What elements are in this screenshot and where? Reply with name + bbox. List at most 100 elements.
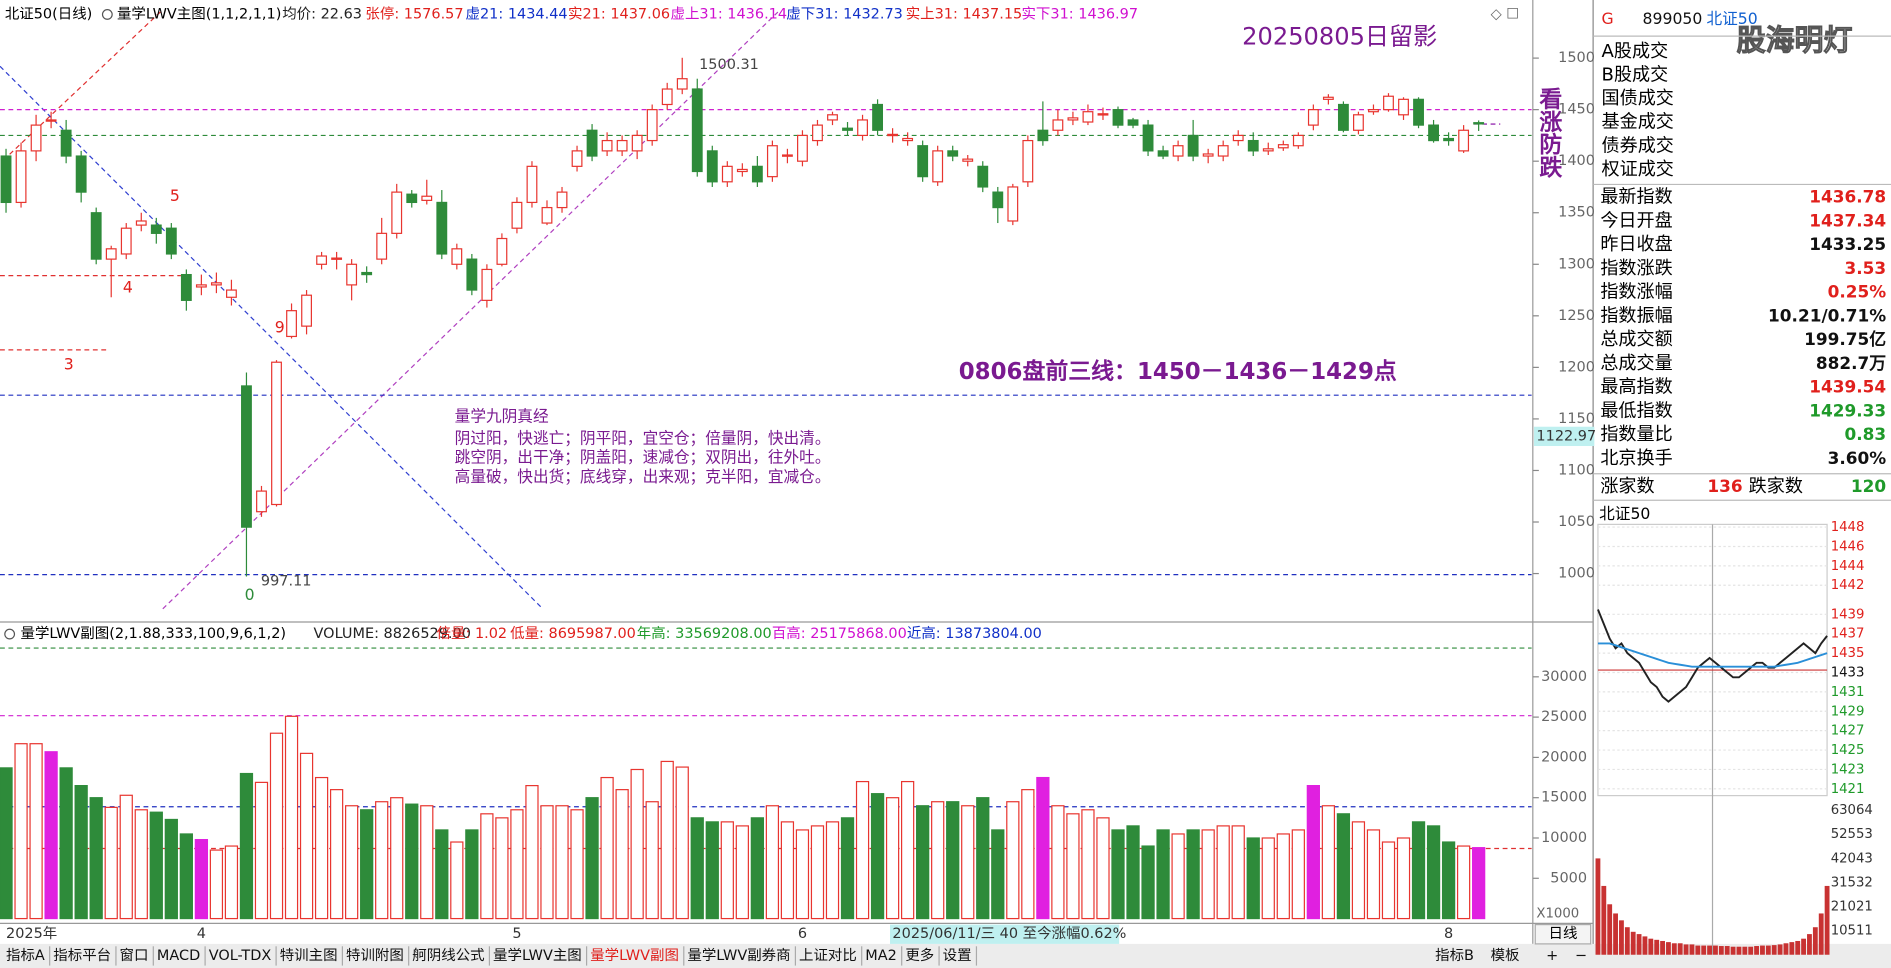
tab[interactable]: 指标平台 — [53, 947, 111, 964]
y-tick-label: 1437 — [1831, 627, 1865, 642]
tab[interactable]: VOL-TDX — [209, 948, 272, 964]
tab[interactable]: MACD — [157, 948, 200, 964]
quote-label: 今日开盘 — [1600, 210, 1672, 231]
intraday-volume-bar — [1718, 946, 1724, 955]
tab[interactable]: 特训附图 — [346, 947, 404, 964]
tab[interactable]: 特训主图 — [280, 947, 338, 964]
tab[interactable]: 量学LWV副图 — [590, 947, 679, 964]
tab[interactable]: + — [1546, 948, 1558, 964]
candle-body — [962, 158, 974, 162]
quote-value: 0.25% — [1828, 282, 1887, 302]
candle-body — [1337, 103, 1349, 131]
intraday-line — [1597, 642, 1828, 668]
volume-bar — [1051, 805, 1065, 920]
header-item: 实21: 1437.06 — [568, 5, 670, 22]
candle-body — [1067, 117, 1079, 121]
tab[interactable]: 量学LWV主图 — [493, 947, 582, 964]
y-tick-label: 15000 — [1541, 790, 1587, 806]
candle-body — [977, 165, 989, 188]
candle-body — [842, 127, 853, 131]
intraday-volume-bar — [1671, 943, 1677, 955]
volume-bar — [329, 789, 344, 920]
quote-value: 10.21/0.71% — [1768, 305, 1886, 325]
tab[interactable]: 指标A — [6, 947, 45, 964]
candle-body — [992, 191, 1004, 209]
volume-bar — [1126, 825, 1140, 920]
high-label: 1500.31 — [699, 57, 759, 73]
candle-body — [1307, 109, 1319, 126]
quote-label: 昨日收盘 — [1600, 234, 1672, 255]
volume-bar — [0, 767, 13, 920]
y-tick-label: 1400 — [1558, 153, 1595, 169]
volume-bar — [885, 797, 900, 920]
volume-bar — [1351, 821, 1366, 920]
volume-bar — [209, 849, 224, 920]
candle-body — [1322, 96, 1334, 100]
header-item: 张停: 1576.57 — [365, 5, 463, 22]
intraday-volume-bar — [1630, 931, 1636, 955]
volume-bar — [405, 803, 419, 920]
y-tick-label: 42043 — [1831, 851, 1873, 866]
indicator-icon[interactable] — [101, 9, 113, 20]
tab[interactable]: 更多 — [905, 947, 934, 964]
candle-body — [466, 258, 478, 291]
candle-body — [436, 201, 448, 255]
tab[interactable]: 量学LWV副券商 — [687, 947, 790, 964]
candle-body — [1428, 124, 1439, 142]
tab[interactable]: 上证对比 — [799, 947, 857, 964]
volume-bar — [1156, 829, 1170, 920]
verse-line: 阴过阳，快逃亡；阴平阳，宜空仓；倍量阴，快出清。 — [455, 428, 831, 447]
indicator-icon[interactable] — [4, 628, 16, 640]
tab[interactable]: 指标B — [1435, 947, 1474, 964]
x-tick-label: 6 — [798, 926, 807, 942]
volume-bar — [600, 776, 614, 920]
volume-bar — [1472, 847, 1486, 920]
volume-bar — [630, 768, 644, 920]
quote-value: 1436.78 — [1809, 187, 1886, 207]
candle-body — [286, 310, 297, 338]
volume-bar — [1231, 825, 1245, 920]
tab[interactable]: 窗口 — [120, 946, 149, 964]
volume-bar — [74, 785, 88, 920]
window-control[interactable]: ◇ ☐ — [1491, 6, 1520, 22]
volume-bar — [89, 797, 103, 920]
volume-bar — [510, 809, 524, 920]
candle-body — [226, 289, 237, 298]
candle-body — [541, 206, 553, 224]
candle-body — [1202, 153, 1214, 157]
volume-bar — [1381, 841, 1396, 920]
tab[interactable]: 设置 — [943, 947, 972, 964]
volume-bar — [119, 794, 133, 920]
candle-body — [1232, 134, 1244, 142]
candle-body — [271, 361, 282, 506]
tab[interactable]: 舸阴线公式 — [412, 946, 484, 964]
flag: G — [1602, 9, 1614, 28]
volume-bar — [795, 829, 810, 920]
header-item: 均价: 22.63 — [282, 5, 362, 22]
x-tick-label: 4 — [197, 926, 206, 942]
volume-bar — [1021, 789, 1035, 920]
period-box — [1534, 923, 1592, 945]
candle-body — [872, 103, 884, 131]
volume-bar — [1141, 845, 1155, 920]
intraday-volume-bar — [1760, 945, 1765, 955]
volume-bar — [29, 743, 43, 920]
candle-body — [1443, 137, 1455, 142]
candle-body — [481, 268, 493, 301]
y-tick-label: 1435 — [1831, 646, 1865, 661]
intraday-line — [1597, 609, 1828, 703]
candle-body — [105, 248, 117, 260]
intraday-volume-bar — [1742, 946, 1748, 955]
tab[interactable]: 模板 — [1491, 946, 1520, 964]
intraday-volume-bar — [1795, 940, 1801, 955]
tab[interactable]: − — [1575, 948, 1587, 964]
candle-body — [887, 133, 899, 137]
volume-bar — [149, 811, 163, 920]
breadth-value: 120 — [1851, 476, 1886, 496]
marker-label: 0 — [245, 585, 255, 604]
candle-body — [0, 155, 12, 204]
volume-bar — [555, 805, 569, 920]
tab[interactable]: MA2 — [865, 948, 897, 964]
volume-bar — [961, 805, 975, 920]
